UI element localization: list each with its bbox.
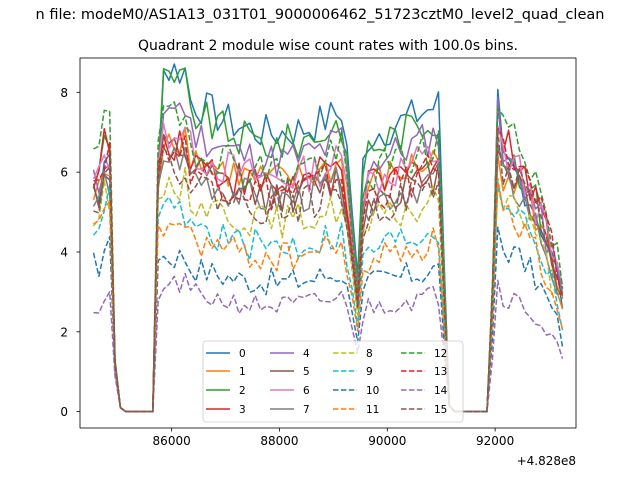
x-offset-label: +4.828e8 [517,454,576,468]
legend-label-3: 3 [239,404,246,416]
plot-lines [92,63,564,413]
legend-label-6: 6 [303,385,310,397]
y-tick-label: 6 [60,166,68,180]
figure-suptitle: n file: modeM0/AS1A13_031T01_9000006462_… [36,7,605,23]
legend-label-10: 10 [366,385,379,397]
legend-label-11: 11 [366,404,379,416]
legend-label-7: 7 [303,404,310,416]
series-line-15 [93,129,564,413]
legend-label-15: 15 [434,404,447,416]
legend-frame [202,340,464,423]
series-line-10 [92,226,564,413]
chart-title: Quadrant 2 module wise count rates with … [138,38,518,54]
series-line-9 [92,181,564,413]
x-tick-label: 92000 [476,434,514,448]
legend-label-1: 1 [239,366,246,378]
x-tick-label: 90000 [368,434,406,448]
legend-label-8: 8 [366,348,373,360]
y-tick-label: 8 [60,86,68,100]
legend-label-5: 5 [303,366,310,378]
y-tick-label: 0 [60,405,68,419]
x-tick-label: 86000 [153,434,191,448]
axes-frame [79,57,577,429]
legend-label-9: 9 [366,366,373,378]
legend-label-13: 13 [434,366,447,378]
legend-label-12: 12 [434,348,447,360]
x-tick-label: 88000 [260,434,298,448]
legend-label-14: 14 [434,385,448,397]
y-axis-ticks: 0 2 4 6 8 [60,86,80,419]
y-tick-label: 2 [60,325,68,339]
x-axis-ticks: 86000 88000 90000 92000 [153,428,514,448]
y-tick-label: 4 [60,245,68,259]
legend-label-2: 2 [239,385,246,397]
legend-label-4: 4 [303,348,310,360]
legend-label-0: 0 [239,348,246,360]
